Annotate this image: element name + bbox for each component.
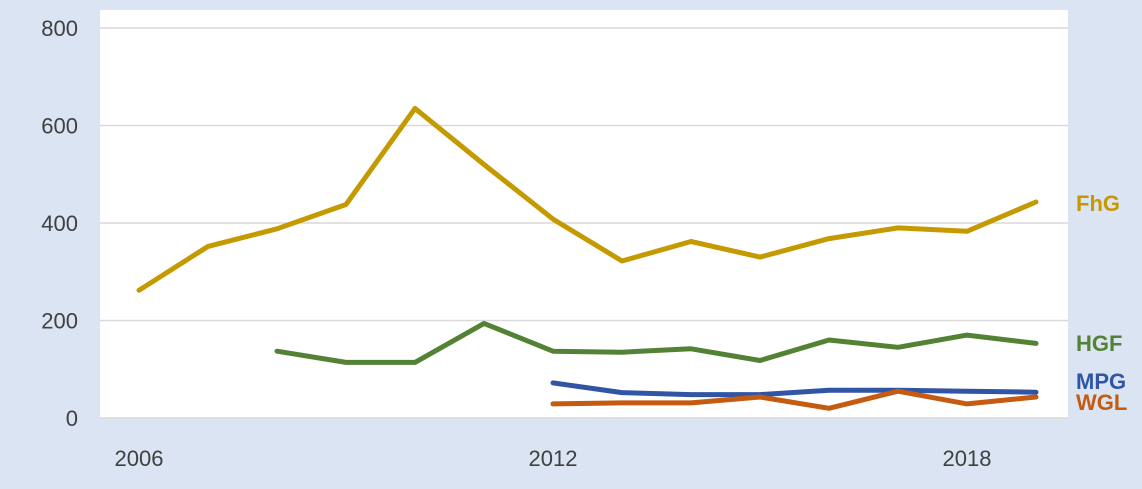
y-tick-label: 400 <box>41 211 78 236</box>
y-tick-label: 800 <box>41 16 78 41</box>
series-label-wgl: WGL <box>1076 390 1127 415</box>
y-tick-label: 600 <box>41 114 78 139</box>
series-line-hgf <box>274 320 1039 365</box>
series-line-mpg <box>550 380 1039 398</box>
series-label-hgf: HGF <box>1076 331 1122 356</box>
series-label-mpg: MPG <box>1076 369 1126 394</box>
series-lines <box>136 105 1039 411</box>
x-tick-label: 2018 <box>943 446 992 471</box>
x-tick-label: 2012 <box>529 446 578 471</box>
y-axis-tick-labels: 0 200 400 600 800 <box>41 16 78 431</box>
x-tick-label: 2006 <box>115 446 164 471</box>
series-line-wgl <box>550 388 1039 411</box>
plot-area <box>100 10 1068 418</box>
x-axis-tick-labels: 2006 2012 2018 <box>115 446 992 471</box>
gridlines <box>100 27 1068 419</box>
series-line-fhg <box>136 105 1039 293</box>
y-tick-label: 0 <box>66 406 78 431</box>
series-label-fhg: FhG <box>1076 191 1120 216</box>
y-tick-label: 200 <box>41 309 78 334</box>
